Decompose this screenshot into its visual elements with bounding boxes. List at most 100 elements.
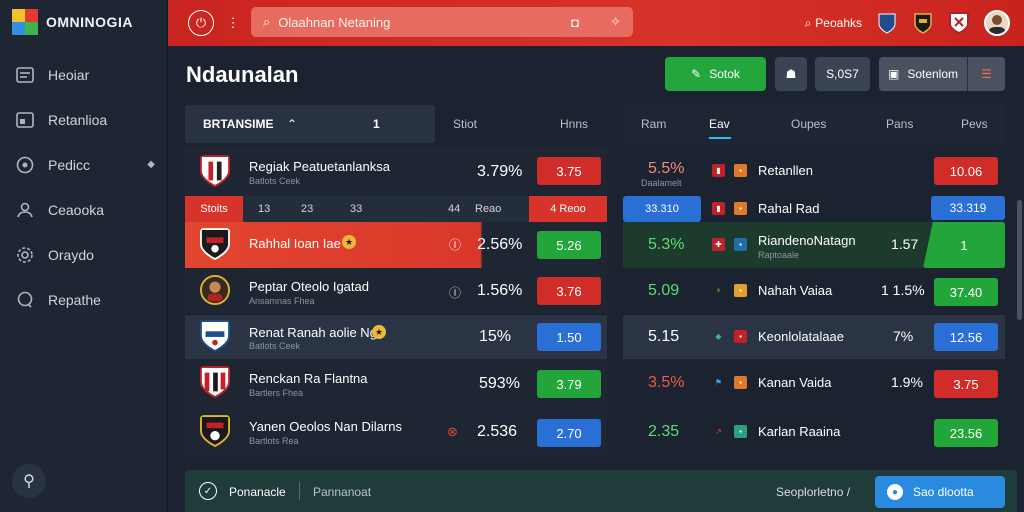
- odds-pill[interactable]: 3.75: [934, 370, 998, 398]
- power-icon[interactable]: ⏻: [188, 10, 214, 36]
- odds-pill-left[interactable]: 33.310: [623, 196, 701, 222]
- table-row[interactable]: Yanen Oeolos Nan Dilarns Bartlots Rea ⊗ …: [185, 407, 607, 457]
- right-table: Ram Eav Oupes Pans Pevs 5.5% Daalamelt ▮…: [623, 105, 1005, 457]
- flag-icon: ▮: [712, 164, 725, 177]
- scrollbar[interactable]: [1017, 200, 1022, 320]
- left-table-header-value: 1: [373, 117, 380, 131]
- info-icon[interactable]: Ⓘ: [449, 238, 462, 252]
- percent: 3.79%: [477, 163, 523, 180]
- page-title: Ndaunalan: [186, 62, 299, 87]
- app-logo[interactable]: OMNINOGIA: [0, 0, 167, 44]
- team-shield-icon[interactable]: [948, 11, 970, 35]
- team-crest-icon: [200, 320, 230, 352]
- sidebar-item-pedicc[interactable]: Pedicc ◆: [0, 142, 167, 187]
- left-table-header[interactable]: BRTANSIME ⌃ 1: [185, 105, 435, 143]
- odds-pill[interactable]: 3.76: [537, 277, 601, 305]
- settings-icon[interactable]: ✧: [610, 14, 621, 29]
- team-name: Renckan Ra Flantna: [249, 371, 368, 386]
- sidebar-item-label: Oraydo: [48, 246, 94, 263]
- odds-pill[interactable]: 2.70: [537, 419, 601, 447]
- team-name: Yanen Oeolos Nan Dilarns: [249, 419, 402, 434]
- table-row[interactable]: 5.09 ♆ ▪ Nahah Vaiaa 1 1.5% 37.40: [623, 268, 1005, 314]
- tab-pans[interactable]: Pans: [886, 117, 914, 131]
- sidebar-item-repathe[interactable]: Repathe: [0, 277, 167, 322]
- table-row[interactable]: 33.310 ▮ ▪ Rahal Rad 33.319: [623, 196, 1005, 222]
- user-avatar[interactable]: [984, 10, 1010, 36]
- active-tab-indicator: [709, 137, 731, 139]
- header-search-icon[interactable]: ⌕: [804, 15, 812, 30]
- team-name: Kanan Vaida: [758, 375, 832, 390]
- table-row[interactable]: 5.15 ◆ ▪ Keonlolatalaae 7% 12.56: [623, 315, 1005, 359]
- search-bar[interactable]: ⌕ Olaahnan Netaning ◘ ✧: [251, 7, 633, 37]
- sidebar-item-heoiar[interactable]: Heoiar: [0, 52, 167, 97]
- team-name: Rahal Rad: [758, 201, 820, 216]
- footer-cta-button[interactable]: ● Sao dlootta: [875, 476, 1005, 508]
- team-sub: Ansamnas Fhea: [249, 296, 315, 306]
- odds-pill[interactable]: 3.75: [537, 157, 601, 185]
- tab-oupes[interactable]: Oupes: [791, 117, 827, 131]
- row-value: 1.9%: [891, 374, 923, 390]
- filter-button[interactable]: ▣ Sotenlom: [879, 57, 967, 91]
- table-row[interactable]: Renat Ranah aolie Ng ★ Batlots Ceek 15% …: [185, 315, 607, 359]
- team-name: Retanllen: [758, 163, 813, 178]
- menu-button[interactable]: ☰: [967, 57, 1005, 91]
- table-row[interactable]: 3.5% ⚑ ▪ Kanan Vaida 1.9% 3.75: [623, 359, 1005, 407]
- club-crest-icon[interactable]: [912, 11, 934, 35]
- table-row[interactable]: 5.5% Daalamelt ▮ ▪ Retanllen 10.06: [623, 147, 1005, 197]
- bag-button[interactable]: ☗: [775, 57, 807, 91]
- tab-ram[interactable]: Ram: [641, 117, 667, 131]
- tab-eav-active[interactable]: Eav: [709, 117, 730, 131]
- header-right-label[interactable]: Peoahks: [815, 16, 862, 30]
- sidebar: OMNINOGIA Heoiar Retanlioa Pedicc ◆: [0, 0, 168, 512]
- search-input[interactable]: Olaahnan Netaning: [278, 14, 391, 30]
- chevron-right-icon[interactable]: ◆: [147, 159, 155, 170]
- team-badge-icon: ▪: [734, 284, 747, 297]
- sidebar-item-retanlioa[interactable]: Retanlioa: [0, 97, 167, 142]
- chat-bubble-icon: ●: [887, 484, 903, 500]
- chevron-down-icon[interactable]: ⌃: [287, 117, 298, 131]
- primary-button[interactable]: ✎ Sotok: [665, 57, 766, 91]
- odds-pill[interactable]: 1.50: [537, 323, 601, 351]
- team-name: RiandenoNatagn: [758, 233, 856, 248]
- subheader-tag[interactable]: Stoits: [185, 196, 243, 222]
- odds-pill[interactable]: 10.06: [934, 157, 998, 185]
- tab-pevs[interactable]: Pevs: [961, 117, 988, 131]
- odds-pill[interactable]: 23.56: [934, 419, 998, 447]
- row-value: 7%: [893, 328, 914, 344]
- column-header[interactable]: Stiot: [453, 117, 478, 131]
- notification-icon[interactable]: [876, 11, 898, 35]
- alert-icon[interactable]: ⊗: [447, 424, 458, 439]
- percent: 15%: [479, 328, 512, 345]
- table-row-highlighted[interactable]: Rahhal Ioan Iae ★ Ⓘ 2.56% 5.26: [185, 222, 607, 268]
- odds-pill[interactable]: 33.319: [931, 196, 1005, 220]
- percent: 5.09: [648, 282, 680, 299]
- team-badge-icon: ▪: [734, 425, 747, 438]
- odds-pill[interactable]: 1: [923, 222, 1005, 268]
- camera-icon[interactable]: ◘: [571, 14, 579, 30]
- filter-label: Sotenlom: [907, 67, 959, 81]
- odds-pill[interactable]: 12.56: [934, 323, 998, 351]
- table-row[interactable]: Renckan Ra Flantna Bartlers Fhea 593% 3.…: [185, 359, 607, 407]
- settings-toggle-icon[interactable]: ⚲: [12, 464, 46, 498]
- more-icon[interactable]: ⋮: [226, 15, 240, 30]
- top-bar: ⏻ ⋮ ⌕ Olaahnan Netaning ◘ ✧ ⌕ Peoahks: [168, 0, 1024, 46]
- column-header[interactable]: Hnns: [560, 117, 589, 131]
- odds-pill[interactable]: 5.26: [537, 231, 601, 259]
- odds-pill[interactable]: 3.79: [537, 370, 601, 398]
- subheader-col: 23: [301, 203, 314, 215]
- stat-button[interactable]: S,0S7: [815, 57, 870, 91]
- info-icon[interactable]: Ⓘ: [449, 286, 462, 300]
- right-table-tabs: Ram Eav Oupes Pans Pevs: [623, 105, 1005, 143]
- star-badge-icon: ★: [342, 235, 356, 249]
- table-row-highlighted[interactable]: 5.3% ✚ ▪ RiandenoNatagn Raptoaale 1.57 1: [623, 222, 1005, 268]
- sidebar-item-ceaooka[interactable]: Ceaooka: [0, 187, 167, 232]
- odds-pill[interactable]: 37.40: [934, 278, 998, 306]
- percent: 593%: [479, 375, 520, 392]
- footer-link[interactable]: Seoplorletno /: [776, 485, 851, 499]
- table-row[interactable]: Regiak Peatuetanlanksa Batlots Ceek 3.79…: [185, 147, 607, 197]
- sidebar-item-oraydo[interactable]: Oraydo: [0, 232, 167, 277]
- table-row[interactable]: 2.35 ↗ ▪ Karlan Raaina 23.56: [623, 407, 1005, 457]
- subheader-tag[interactable]: 4 Reoo: [529, 196, 607, 222]
- team-badge-icon: ▪: [734, 238, 747, 251]
- table-row[interactable]: Peptar Oteolo Igatad Ansamnas Fhea Ⓘ 1.5…: [185, 268, 607, 314]
